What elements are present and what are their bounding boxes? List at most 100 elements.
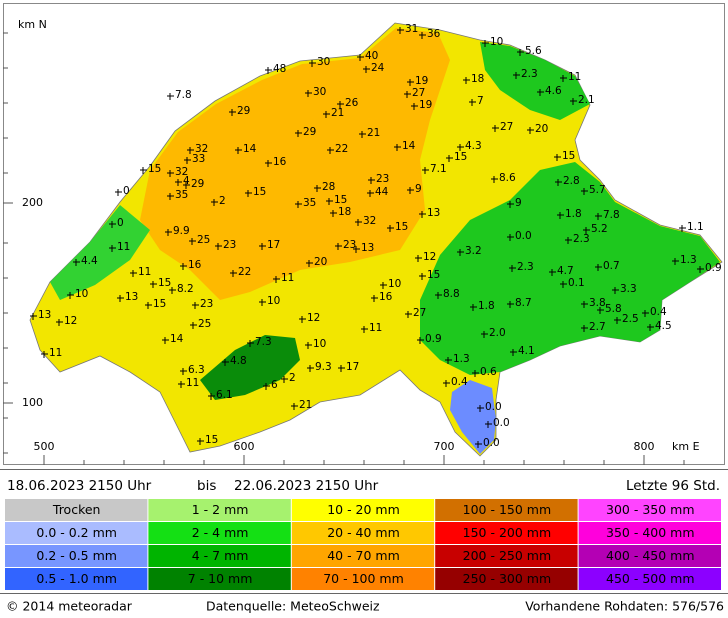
station-marker: [30, 313, 37, 320]
station-value: 3.3: [620, 283, 637, 295]
legend-swatch: [291, 545, 435, 567]
station-marker: [407, 79, 414, 86]
station-value: 24: [371, 62, 385, 74]
station-value: 44: [375, 186, 389, 198]
station-marker: [570, 98, 577, 105]
station-value: 29: [237, 105, 250, 117]
station-marker: [305, 90, 312, 97]
legend-swatch: [5, 545, 148, 567]
station-value: 25: [198, 318, 211, 330]
station-marker: [491, 176, 498, 183]
station-marker: [180, 263, 187, 270]
legend-swatch: [578, 522, 721, 544]
station-value: 13: [361, 242, 374, 254]
station-value: 15: [562, 150, 575, 162]
station-value: 6.1: [216, 389, 233, 401]
green-zone: [420, 162, 720, 375]
station-value: 0.1: [568, 277, 585, 289]
copyright: © 2014 meteoradar: [6, 599, 133, 614]
station-value: 21: [331, 107, 344, 119]
station-marker: [443, 380, 450, 387]
station-value: 10: [267, 295, 280, 307]
station-value: 15: [148, 163, 161, 175]
station-value: 0.9: [705, 262, 722, 274]
station-value: 14: [402, 140, 416, 152]
station-marker: [510, 349, 517, 356]
station-marker: [481, 331, 488, 338]
station-value: 5.2: [591, 223, 608, 235]
station-value: 10: [313, 338, 326, 350]
y-tick-label: 100: [22, 396, 43, 409]
station-value: 27: [500, 121, 513, 133]
station-value: 40: [365, 50, 378, 62]
station-marker: [169, 287, 176, 294]
station-marker: [162, 337, 169, 344]
period-window: Letzte 96 Std.: [626, 478, 720, 494]
station-value: 2: [289, 372, 296, 384]
legend-label: 350 - 400 mm: [606, 525, 695, 540]
station-marker: [190, 322, 197, 329]
period-from: 18.06.2023 2150 Uhr: [7, 478, 152, 494]
station-value: 29: [303, 126, 316, 138]
station-marker: [445, 357, 452, 364]
station-marker: [419, 32, 426, 39]
station-marker: [477, 405, 484, 412]
station-marker: [115, 189, 122, 196]
station-marker: [330, 210, 337, 217]
station-value: 29: [191, 178, 204, 190]
station-value: 15: [253, 186, 266, 198]
station-marker: [230, 270, 237, 277]
station-value: 4.3: [465, 140, 482, 152]
station-marker: [557, 212, 564, 219]
station-value: 8.2: [177, 283, 194, 295]
station-marker: [167, 170, 174, 177]
legend-label: 0.2 - 0.5 mm: [36, 548, 117, 563]
station-value: 15: [395, 221, 408, 233]
station-marker: [612, 287, 619, 294]
north-label: km N: [18, 18, 47, 31]
station-marker: [507, 301, 514, 308]
station-value: 30: [317, 56, 330, 68]
station-value: 15: [427, 269, 440, 281]
legend-swatch: [148, 499, 291, 521]
station-marker: [211, 199, 218, 206]
station-marker: [411, 103, 418, 110]
station-value: 1.3: [680, 254, 697, 266]
legend-label: 300 - 350 mm: [606, 502, 695, 517]
station-marker: [583, 227, 590, 234]
station-marker: [299, 316, 306, 323]
station-marker: [175, 179, 182, 186]
station-value: 14: [170, 333, 184, 345]
station-marker: [359, 131, 366, 138]
station-marker: [407, 187, 414, 194]
station-value: 1.8: [565, 208, 582, 220]
station-value: 13: [38, 309, 51, 321]
blue-zone: [450, 380, 496, 454]
station-value: 4.8: [230, 355, 247, 367]
station-marker: [109, 221, 116, 228]
station-marker: [357, 54, 364, 61]
station-marker: [265, 160, 272, 167]
station-marker: [394, 144, 401, 151]
station-value: 25: [197, 234, 210, 246]
station-value: 2.7: [589, 321, 606, 333]
legend-label: 20 - 40 mm: [327, 525, 400, 540]
station-marker: [281, 376, 288, 383]
station-value: 11: [138, 266, 151, 278]
station-marker: [235, 147, 242, 154]
station-marker: [222, 359, 229, 366]
station-marker: [597, 307, 604, 314]
station-marker: [337, 101, 344, 108]
station-marker: [363, 66, 370, 73]
legend-swatch: [5, 522, 148, 544]
station-marker: [314, 185, 321, 192]
station-marker: [581, 301, 588, 308]
station-value: 0.6: [480, 366, 497, 378]
y-ticks: [3, 32, 8, 454]
station-value: 22: [335, 143, 348, 155]
legend-label: 0.0 - 0.2 mm: [36, 525, 117, 540]
legend-swatch: [148, 568, 291, 590]
legend-label: 400 - 450 mm: [606, 548, 695, 563]
station-marker: [183, 182, 190, 189]
station-marker: [180, 368, 187, 375]
